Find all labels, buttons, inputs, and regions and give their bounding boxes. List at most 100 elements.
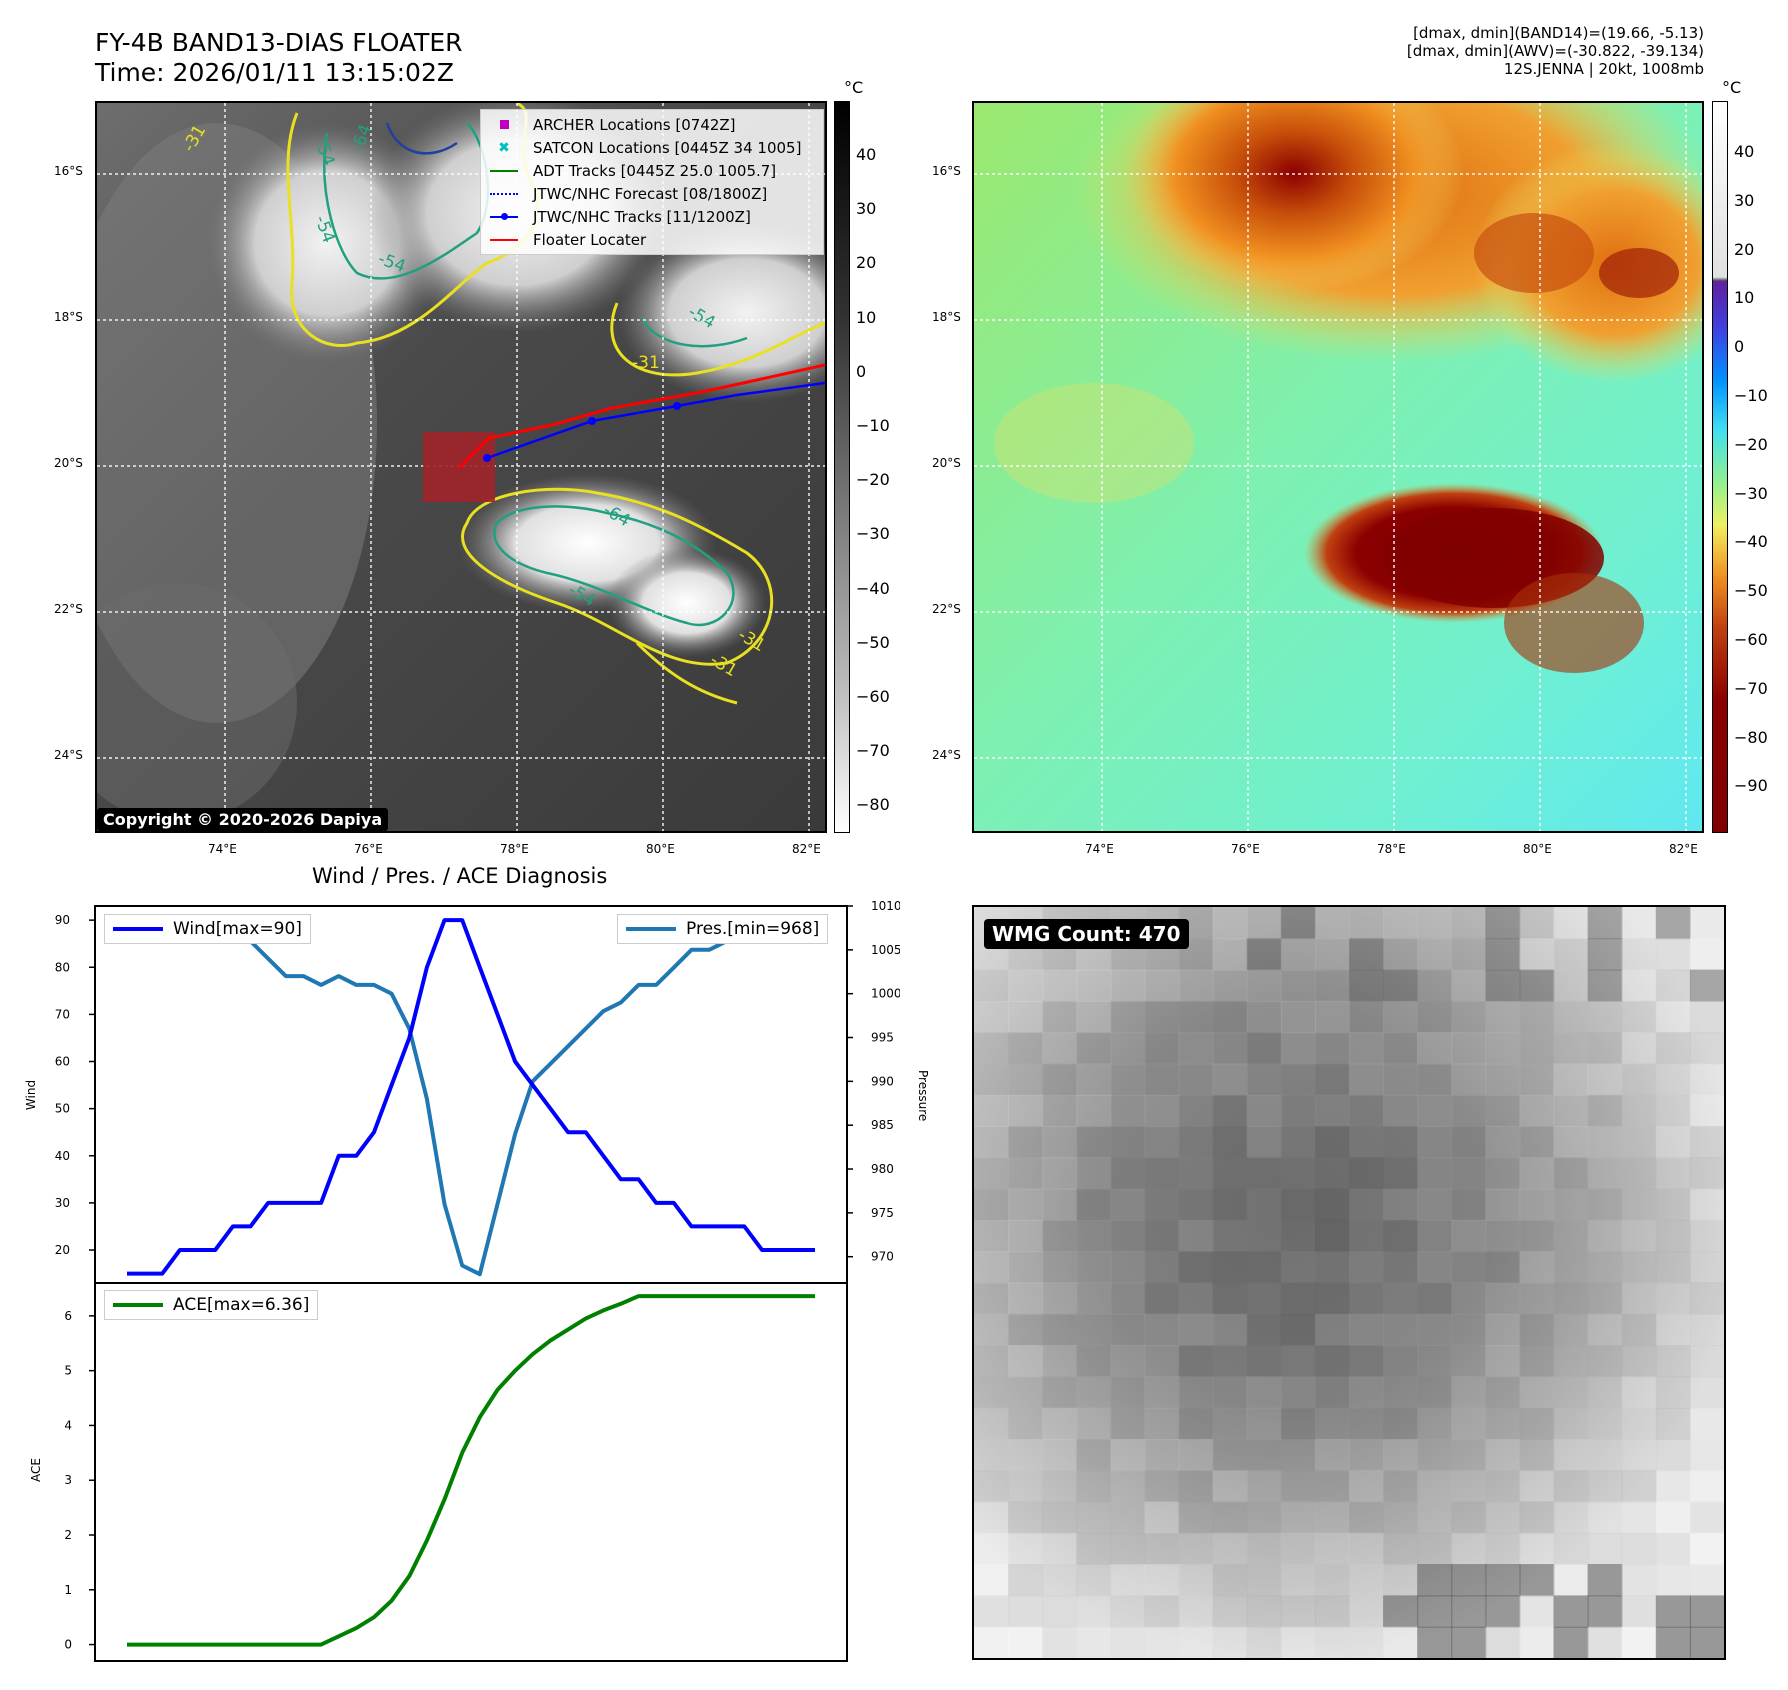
wmg-tile: [1451, 969, 1487, 1002]
wmg-tile: [1417, 1094, 1453, 1128]
wmg-tile: [1451, 1470, 1487, 1503]
wmg-tile: [1246, 1126, 1282, 1159]
wmg-tile: [1451, 1219, 1487, 1253]
line-dot-icon: [489, 212, 519, 220]
wmg-tile: [1008, 1188, 1044, 1221]
wmg-tile: [1655, 1000, 1691, 1034]
wmg-tile: [1314, 1345, 1350, 1378]
wmg-tile: [1212, 1219, 1248, 1253]
wmg-tile: [1621, 907, 1657, 940]
wind-series-line: [127, 918, 815, 1276]
wmg-tile: [1246, 1313, 1282, 1347]
wmg-tile: [1655, 1595, 1691, 1628]
wmg-tile: [1280, 1094, 1316, 1128]
wmg-tile: [1008, 1564, 1044, 1597]
wmg-tile: [1349, 1219, 1385, 1253]
wmg-tile: [1383, 907, 1419, 940]
wmg-tile: [1076, 1439, 1112, 1472]
pres-tick-label: 1000: [871, 987, 900, 1001]
wmg-tile: [1383, 1157, 1419, 1190]
wmg-tile: [1655, 1345, 1691, 1378]
wmg-tile: [1110, 1126, 1146, 1159]
wmg-tile: [1008, 1376, 1044, 1409]
wmg-tile: [1110, 1251, 1146, 1284]
wmg-tile: [1587, 1345, 1623, 1378]
wmg-tile: [1280, 1313, 1316, 1347]
wmg-tile: [1451, 1251, 1487, 1284]
wmg-tile: [1689, 1032, 1724, 1065]
lat-label: 20°S: [54, 456, 83, 470]
wmg-tile: [1008, 1126, 1044, 1159]
wmg-tile: [1417, 938, 1453, 971]
wmg-tile: [1621, 1032, 1657, 1065]
wmg-tile: [974, 1470, 1010, 1503]
contour-label: -31: [632, 353, 660, 373]
wmg-tile: [1314, 969, 1350, 1002]
wmg-tile: [1110, 1626, 1146, 1658]
wmg-tile: [1451, 1282, 1487, 1315]
wmg-tile: [1621, 1282, 1657, 1315]
wmg-tile: [1621, 1407, 1657, 1440]
awv-image-panel: [972, 101, 1704, 833]
wmg-tile: [1519, 969, 1555, 1002]
wmg-tile: [1110, 1470, 1146, 1503]
wmg-tile: [1655, 1094, 1691, 1128]
wmg-tile: [1314, 1188, 1350, 1221]
wmg-tile: [1144, 1407, 1180, 1440]
wmg-tile: [1417, 1126, 1453, 1159]
wmg-tile: [1042, 1219, 1078, 1253]
wmg-tile: [1383, 1219, 1419, 1253]
wmg-tile: [1519, 1188, 1555, 1221]
colorbar-tick-label: 40: [856, 145, 877, 164]
wmg-tile: [1519, 1251, 1555, 1284]
wmg-tile: [1621, 1094, 1657, 1128]
wmg-tile: [1144, 1626, 1180, 1658]
wmg-tile: [1587, 1313, 1623, 1347]
x-marker-icon: ✖: [498, 139, 510, 156]
wmg-tile: [1621, 1532, 1657, 1566]
wmg-tile: [1519, 1564, 1555, 1597]
pres-tick-label: 975: [871, 1206, 894, 1220]
wmg-tile: [1553, 1439, 1589, 1472]
wmg-tile: [1314, 938, 1350, 971]
wmg-tile: [1178, 1376, 1214, 1409]
wmg-tile: [1553, 1032, 1589, 1065]
colorbar-tick-label: −30: [1734, 483, 1768, 503]
wmg-tile: [1519, 1470, 1555, 1503]
wmg-tile: [1417, 1000, 1453, 1034]
wmg-tile: [974, 1063, 1010, 1096]
wmg-tile: [1519, 1345, 1555, 1378]
wmg-tile: [1417, 1282, 1453, 1315]
wmg-tile: [1519, 1501, 1555, 1534]
wmg-tile: [1621, 1313, 1657, 1347]
wmg-tile: [1587, 1470, 1623, 1503]
info-line-2: [dmax, dmin](AWV)=(-30.822, -39.134): [1406, 42, 1704, 60]
wmg-tile: [1621, 1126, 1657, 1159]
wmg-tile: [1008, 1219, 1044, 1253]
wmg-tile: [1246, 1407, 1282, 1440]
wind-tick-label: 30: [55, 1196, 70, 1210]
wmg-tile: [1042, 1626, 1078, 1658]
lon-label: 78°E: [500, 842, 529, 856]
lat-label: 20°S: [932, 456, 961, 470]
wmg-tile: [1689, 1094, 1724, 1128]
wmg-tile: [974, 1126, 1010, 1159]
wmg-tile: [1451, 938, 1487, 971]
wmg-tile: [1314, 1407, 1350, 1440]
wind-tick-label: 70: [55, 1007, 70, 1021]
wmg-tile: [1485, 1188, 1521, 1221]
lat-label: 22°S: [932, 602, 961, 616]
wmg-tile: [1519, 938, 1555, 971]
wmg-tile: [1553, 1501, 1589, 1534]
pressure-axis-label: Pressure: [916, 1070, 930, 1122]
colorbar-tick-label: 0: [856, 361, 867, 381]
wmg-tile: [1417, 1626, 1453, 1658]
wmg-tile: [1144, 1595, 1180, 1628]
wmg-tile: [1008, 1407, 1044, 1440]
wmg-tile: [1246, 1063, 1282, 1096]
pres-line-icon: [626, 927, 676, 931]
wmg-tile: [1246, 969, 1282, 1002]
wmg-tile: [1178, 1094, 1214, 1128]
wmg-tile: [1451, 1439, 1487, 1472]
wmg-tile: [1587, 1000, 1623, 1034]
